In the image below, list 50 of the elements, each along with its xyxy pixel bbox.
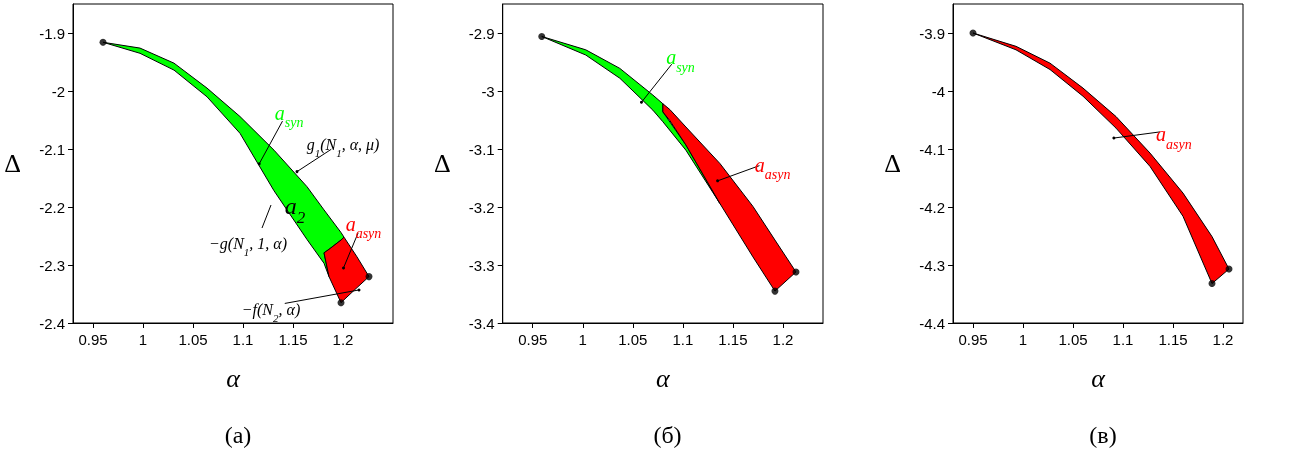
x-tick-label: 0.95 bbox=[958, 331, 988, 348]
x-tick-label: 1.2 bbox=[772, 331, 794, 348]
x-axis-title: α bbox=[656, 363, 672, 393]
y-tick-label: -4.3 bbox=[919, 256, 945, 274]
x-tick-label: 1.05 bbox=[618, 331, 648, 348]
x-tick-label: 1.1 bbox=[232, 331, 254, 348]
y-axis-title: Δ bbox=[433, 149, 451, 178]
x-axis-title: α bbox=[226, 363, 242, 393]
y-tick-label: -2.1 bbox=[39, 140, 65, 158]
x-tick-label: 1.2 bbox=[332, 331, 354, 348]
y-tick-label: -2.2 bbox=[39, 198, 65, 216]
x-tick-label: 1.15 bbox=[1158, 331, 1188, 348]
y-tick-label: -4.2 bbox=[919, 198, 945, 216]
y-tick-label: -2.9 bbox=[468, 24, 495, 42]
y-tick-label: -3.3 bbox=[468, 256, 495, 274]
y-tick-label: -3.1 bbox=[468, 140, 495, 158]
y-tick-label: -3.9 bbox=[919, 24, 945, 42]
point bbox=[365, 273, 373, 281]
y-tick-label: -3 bbox=[481, 82, 495, 100]
y-tick-label: -1.9 bbox=[39, 24, 65, 42]
y-tick-label: -4.1 bbox=[919, 140, 945, 158]
y-axis-title: Δ bbox=[884, 149, 901, 178]
y-tick-label: -2.4 bbox=[39, 314, 65, 332]
y-tick-label: -2 bbox=[51, 82, 65, 100]
x-tick-label: 1.1 bbox=[672, 331, 694, 348]
point bbox=[337, 299, 345, 307]
x-tick-label: 1 bbox=[138, 331, 148, 348]
point bbox=[1208, 280, 1216, 288]
y-tick-label: -2.3 bbox=[39, 256, 65, 274]
point bbox=[538, 32, 546, 40]
text: (в) bbox=[1089, 422, 1117, 448]
x-tick-label: 1 bbox=[578, 331, 587, 348]
x-tick-label: 1.05 bbox=[1058, 331, 1088, 348]
y-tick-label: -3.2 bbox=[468, 198, 495, 216]
text: (б) bbox=[653, 422, 682, 448]
x-tick-label: 1.2 bbox=[1212, 331, 1234, 348]
x-tick-label: 1 bbox=[1018, 331, 1028, 348]
y-tick-label: -4.4 bbox=[919, 314, 945, 332]
point bbox=[99, 38, 107, 46]
y-axis-title: Δ bbox=[4, 149, 21, 178]
x-axis-title: α bbox=[1091, 363, 1107, 393]
x-tick-label: 1.15 bbox=[718, 331, 748, 348]
text: (а) bbox=[224, 422, 252, 448]
y-tick-label: -3.4 bbox=[468, 314, 495, 332]
x-tick-label: 1.05 bbox=[178, 331, 208, 348]
x-tick-label: 0.95 bbox=[518, 331, 548, 348]
y-tick-label: -4 bbox=[931, 82, 945, 100]
x-tick-label: 1.15 bbox=[278, 331, 308, 348]
x-tick-label: 1.1 bbox=[1112, 331, 1134, 348]
x-tick-label: 0.95 bbox=[78, 331, 108, 348]
